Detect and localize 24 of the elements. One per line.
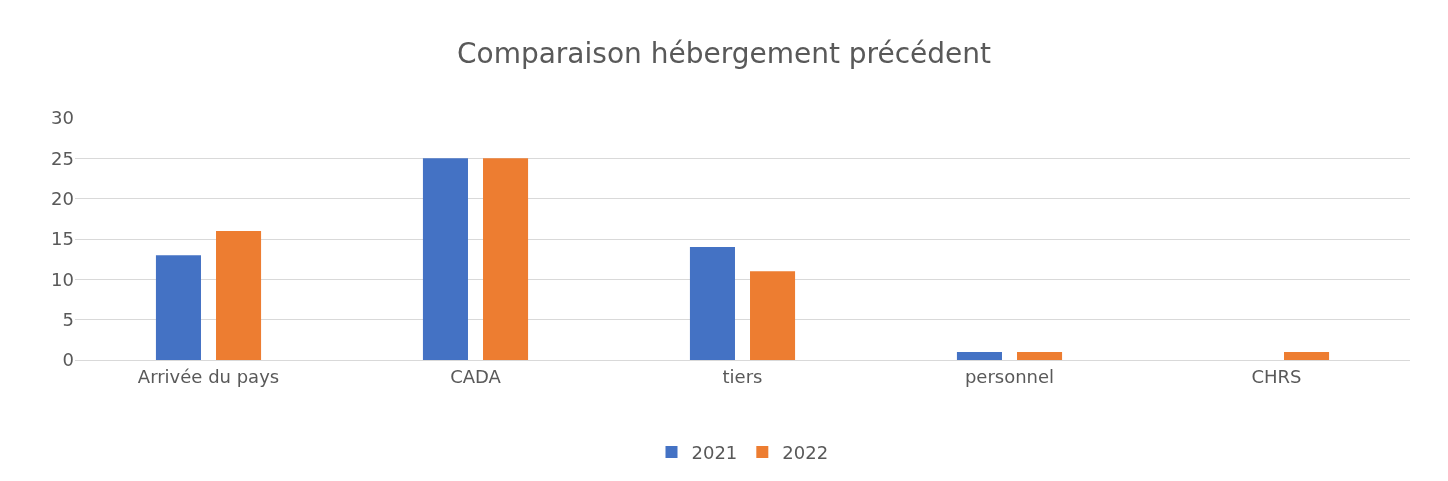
y-tick-label: 20 [51,187,74,209]
bar [689,247,735,360]
x-tick-label: Arrivée du pays [137,365,280,387]
bar [155,255,201,360]
legend-label: 2021 [691,442,738,464]
chart-title: Comparaison hébergement précédent [456,36,992,70]
bar [216,230,262,360]
bar [956,351,1002,360]
x-tick-label: personnel [964,365,1055,387]
y-tick-label: 10 [51,268,74,290]
y-tick-label: 25 [51,147,74,169]
y-tick-label: 15 [51,228,74,250]
legend-label: 2022 [782,442,829,464]
bar [1017,351,1063,360]
x-tick-label: CADA [450,365,502,387]
bar [422,158,468,360]
x-tick-label: tiers [722,365,763,387]
bar [750,271,796,360]
y-tick-label: 0 [62,349,74,371]
y-tick-label: 5 [62,308,74,330]
x-tick-label: CHRS [1251,365,1302,387]
bar [1284,351,1330,360]
y-tick-label: 30 [51,107,74,129]
bar [483,158,529,360]
